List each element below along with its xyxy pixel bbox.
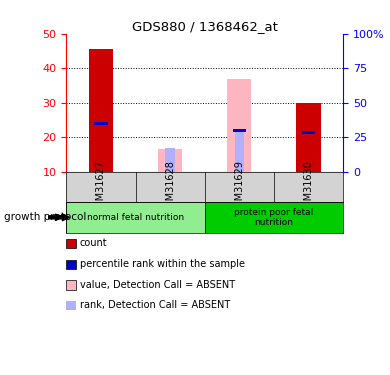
Bar bbox=[227, 79, 252, 172]
Text: protein poor fetal
nutrition: protein poor fetal nutrition bbox=[234, 208, 314, 227]
Text: GSM31628: GSM31628 bbox=[165, 160, 175, 213]
Bar bbox=[66, 202, 205, 232]
Title: GDS880 / 1368462_at: GDS880 / 1368462_at bbox=[132, 20, 278, 33]
Text: percentile rank within the sample: percentile rank within the sample bbox=[80, 259, 245, 269]
Bar bbox=[94, 122, 108, 125]
Text: rank, Detection Call = ABSENT: rank, Detection Call = ABSENT bbox=[80, 300, 230, 310]
Text: GSM31629: GSM31629 bbox=[234, 160, 245, 213]
Bar bbox=[89, 49, 113, 172]
Text: value, Detection Call = ABSENT: value, Detection Call = ABSENT bbox=[80, 280, 235, 290]
Bar bbox=[302, 131, 315, 134]
Text: GSM31627: GSM31627 bbox=[96, 160, 106, 213]
Text: growth protocol: growth protocol bbox=[4, 212, 86, 222]
Bar bbox=[234, 130, 244, 172]
Text: GSM31630: GSM31630 bbox=[303, 160, 314, 213]
Bar bbox=[233, 129, 246, 132]
Text: normal fetal nutrition: normal fetal nutrition bbox=[87, 213, 184, 222]
Text: count: count bbox=[80, 238, 108, 248]
Bar bbox=[205, 202, 343, 232]
Bar bbox=[158, 149, 182, 172]
Bar bbox=[165, 148, 175, 172]
Bar bbox=[296, 103, 321, 172]
